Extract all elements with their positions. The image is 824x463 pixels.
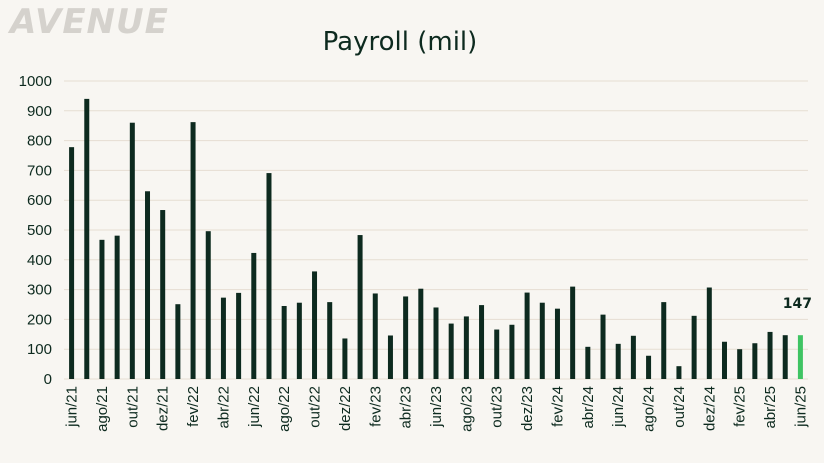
- x-tick-label: ago/21: [94, 386, 111, 432]
- bar: [403, 296, 409, 379]
- bar: [509, 324, 515, 379]
- bar: [630, 335, 636, 379]
- bar: [479, 305, 485, 379]
- x-tick-label: jun/21: [64, 386, 81, 428]
- bar: [69, 147, 75, 379]
- bar: [327, 302, 333, 379]
- x-tick-label: out/21: [124, 386, 141, 428]
- x-tick-label: abr/23: [398, 386, 415, 429]
- bar: [600, 314, 606, 379]
- x-tick-label: ago/23: [458, 386, 475, 432]
- bar: [646, 355, 652, 379]
- bar: [737, 349, 743, 379]
- x-tick-label: abr/25: [762, 386, 779, 429]
- x-tick-label: fev/24: [549, 386, 566, 427]
- bar: [585, 346, 591, 379]
- bar: [372, 293, 378, 379]
- x-tick-label: out/22: [307, 386, 324, 428]
- bar: [266, 173, 272, 379]
- bar: [433, 307, 439, 379]
- x-tick-label: jun/25: [792, 386, 809, 428]
- bar: [84, 98, 90, 379]
- x-tick-label: dez/21: [155, 386, 172, 431]
- bar: [342, 338, 348, 379]
- y-tick-label: 600: [27, 192, 52, 209]
- x-tick-label: ago/22: [276, 386, 293, 432]
- y-tick-label: 100: [27, 341, 52, 358]
- y-tick-label: 900: [27, 103, 52, 120]
- bar: [676, 366, 682, 379]
- x-tick-label: dez/24: [701, 386, 718, 431]
- data-label: 147: [783, 296, 812, 312]
- bar: [387, 335, 393, 379]
- x-tick-label: out/23: [489, 386, 506, 428]
- bar: [357, 235, 363, 379]
- x-tick-label: fev/22: [185, 386, 202, 427]
- y-tick-label: 300: [27, 282, 52, 299]
- x-tick-label: fev/25: [732, 386, 749, 427]
- bar: [524, 292, 530, 379]
- y-tick-label: 800: [27, 133, 52, 150]
- bar: [706, 287, 712, 379]
- bar: [296, 302, 302, 379]
- bar: [99, 239, 105, 379]
- bar: [539, 302, 545, 379]
- y-axis: 0 100 200 300 400 500 600 700 800 900 1000: [19, 73, 52, 388]
- bar: [160, 210, 166, 379]
- y-tick-label: 700: [27, 162, 52, 179]
- bars: [69, 98, 803, 380]
- x-tick-label: fev/23: [367, 386, 384, 427]
- bar: [220, 297, 226, 379]
- bar: [782, 335, 788, 379]
- bar: [661, 302, 667, 379]
- bar: [691, 315, 697, 379]
- x-tick-label: dez/22: [337, 386, 354, 431]
- bar: [570, 286, 576, 379]
- bar: [721, 341, 727, 379]
- y-tick-label: 200: [27, 311, 52, 328]
- avenue-logo: AVENUE: [7, 2, 169, 42]
- bar: [752, 343, 758, 379]
- y-tick-label: 500: [27, 222, 52, 239]
- bar: [615, 343, 621, 379]
- x-tick-label: abr/22: [215, 386, 232, 429]
- bar: [281, 305, 287, 379]
- bar: [129, 122, 135, 379]
- bar: [463, 316, 469, 379]
- bar: [418, 288, 424, 379]
- bar: [175, 304, 181, 379]
- chart-title: Payroll (mil): [323, 27, 478, 57]
- bar: [236, 292, 242, 379]
- x-axis: jun/21 ago/21 out/21 dez/21 fev/22 abr/22 jun/…: [64, 386, 810, 432]
- x-tick-label: dez/23: [519, 386, 536, 431]
- bar: [767, 331, 773, 379]
- bar: [494, 329, 500, 379]
- bar: [205, 231, 211, 379]
- x-tick-label: ago/24: [641, 386, 658, 432]
- bar: [251, 252, 257, 379]
- bar: [190, 122, 196, 380]
- y-tick-label: 0: [44, 371, 52, 388]
- bar: [797, 335, 803, 379]
- bar: [312, 271, 318, 379]
- y-tick-label: 400: [27, 252, 52, 269]
- bar: [145, 191, 151, 379]
- bar: [554, 308, 560, 379]
- x-tick-label: abr/24: [580, 386, 597, 429]
- x-tick-label: jun/24: [610, 386, 627, 428]
- bar: [448, 323, 454, 379]
- x-tick-label: out/24: [671, 386, 688, 428]
- data-labels: 147: [783, 296, 812, 312]
- x-tick-label: jun/22: [246, 386, 263, 428]
- bar: [114, 235, 120, 379]
- gridlines: [64, 80, 808, 380]
- x-tick-label: jun/23: [428, 386, 445, 428]
- y-tick-label: 1000: [19, 73, 52, 90]
